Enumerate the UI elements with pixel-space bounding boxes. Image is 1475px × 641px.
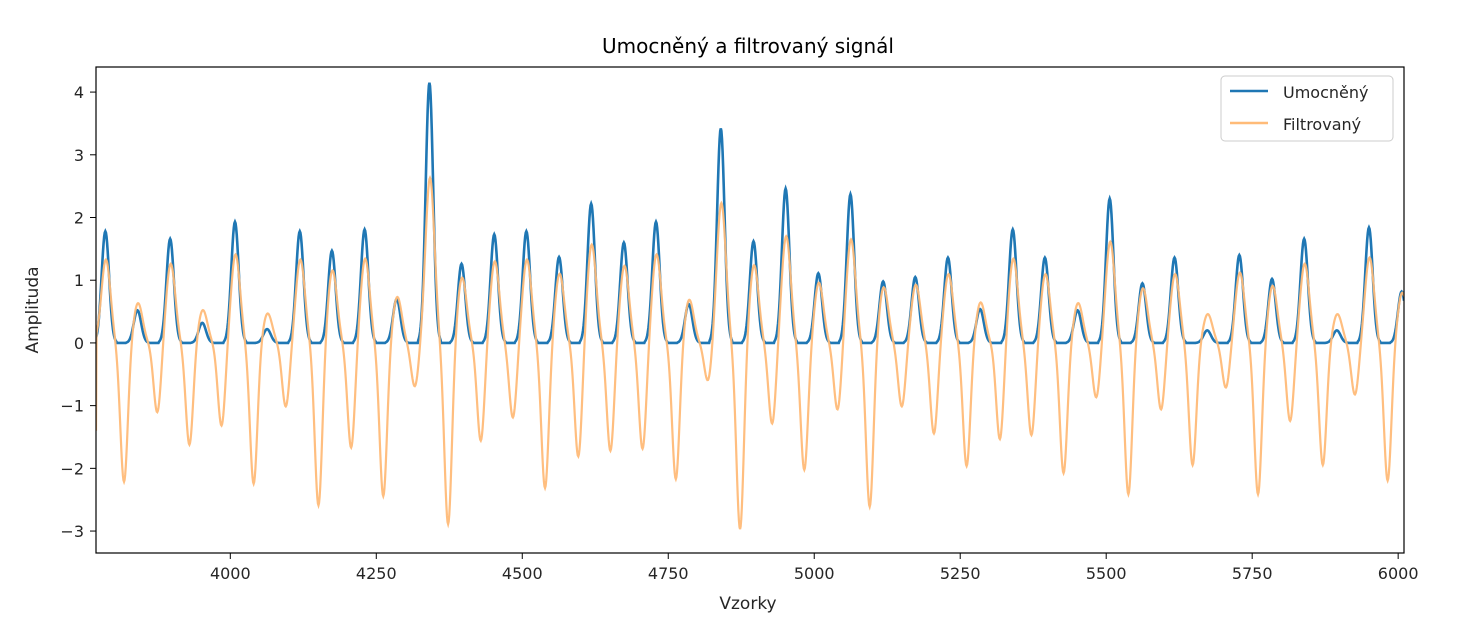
y-tick-label: 4 (74, 83, 84, 102)
y-tick-label: −1 (60, 397, 84, 416)
y-tick-label: 1 (74, 271, 84, 290)
x-tick-label: 5250 (940, 564, 981, 583)
plot-lines (96, 82, 1404, 530)
y-tick-label: −3 (60, 522, 84, 541)
chart-title: Umocněný a filtrovaný signál (602, 34, 894, 58)
x-tick-label: 4500 (502, 564, 543, 583)
y-axis-label: Amplituda (23, 266, 43, 353)
plot-frame (95, 66, 1405, 554)
x-axis-label: Vzorky (719, 594, 776, 614)
x-tick-label: 4750 (648, 564, 689, 583)
series-line-umocneny (96, 82, 1404, 345)
y-tick-label: 2 (74, 209, 84, 228)
series-line-filtrovany (96, 175, 1404, 530)
x-tick-label: 4000 (210, 564, 251, 583)
legend-label-umocneny: Umocněný (1283, 83, 1368, 102)
x-tick-label: 6000 (1378, 564, 1419, 583)
y-tick-label: −2 (60, 459, 84, 478)
x-tick-label: 5750 (1232, 564, 1273, 583)
y-tick-label: 0 (74, 334, 84, 353)
x-tick-label: 4250 (356, 564, 397, 583)
legend-label-filtrovany: Filtrovaný (1283, 115, 1361, 134)
y-tick-label: 3 (74, 146, 84, 165)
x-axis: 4000 4250 4500 4750 5000 5250 5500 5750 6000 (210, 553, 1419, 583)
x-tick-label: 5500 (1086, 564, 1127, 583)
y-axis: −3 −2 −1 0 1 2 3 4 (60, 83, 96, 541)
x-tick-label: 5000 (794, 564, 835, 583)
legend: Umocněný Filtrovaný (1220, 75, 1394, 142)
